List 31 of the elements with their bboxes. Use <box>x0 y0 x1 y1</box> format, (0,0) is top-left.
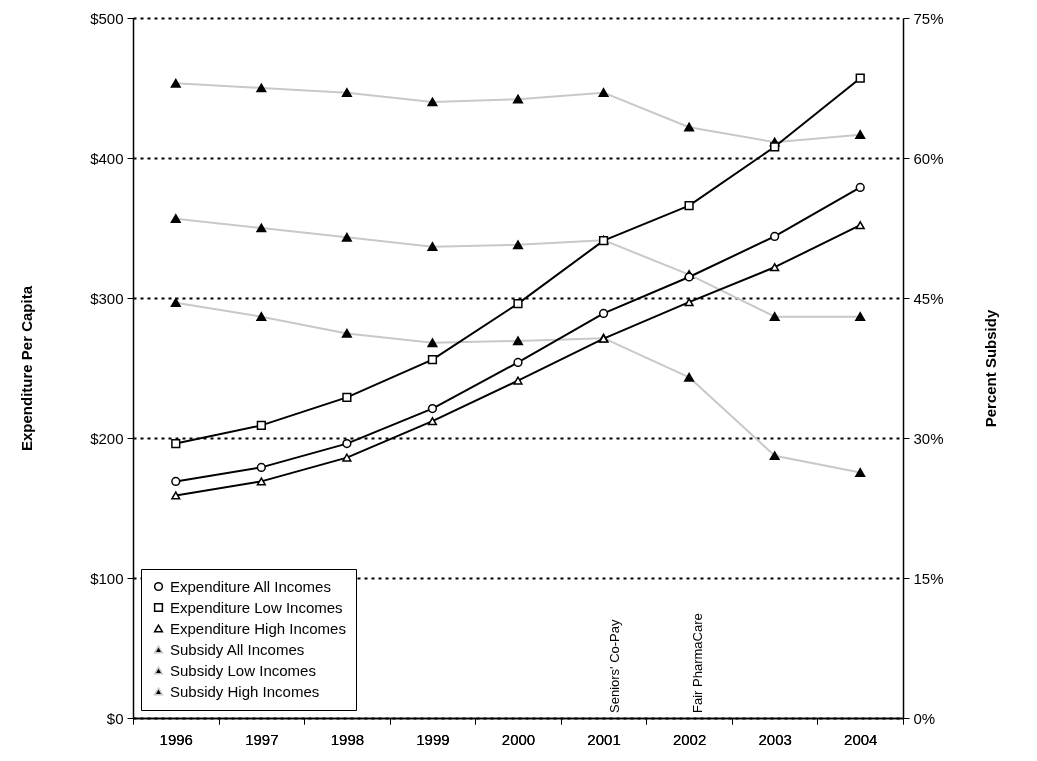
legend-label: Subsidy Low Incomes <box>170 661 316 679</box>
legend-label: Expenditure Low Incomes <box>170 598 343 616</box>
x-tick-label: 1997 <box>245 730 279 748</box>
y2-tick-label: 0% <box>913 709 936 727</box>
legend-label: Subsidy All Incomes <box>170 640 305 658</box>
y2-axis-title: Percent Subsidy <box>981 309 999 428</box>
x-tick-label: 1996 <box>159 730 193 748</box>
x-tick-label: 1999 <box>416 730 450 748</box>
legend-label: Expenditure All Incomes <box>170 577 331 595</box>
annotation: Seniors' Co-Pay <box>606 618 622 713</box>
y-tick-label: $400 <box>90 149 124 167</box>
x-tick-label: 2002 <box>672 730 707 748</box>
legend-label: Expenditure High Incomes <box>170 619 346 637</box>
y2-tick-label: 75% <box>913 9 944 27</box>
y-tick-label: $300 <box>90 289 124 307</box>
x-tick-label: 2004 <box>844 730 878 748</box>
x-tick-label: 2000 <box>501 730 536 748</box>
y2-tick-label: 45% <box>913 289 944 307</box>
y2-tick-label: 15% <box>913 569 944 587</box>
annotation: Fair PharmaCare <box>689 613 705 713</box>
y2-tick-label: 60% <box>913 149 944 167</box>
x-tick-label: 2003 <box>758 730 792 748</box>
y-tick-label: $100 <box>90 569 124 587</box>
y2-tick-label: 30% <box>913 429 944 447</box>
y-tick-label: $0 <box>106 709 124 727</box>
y-axis-title: Expenditure Per Capita <box>18 285 36 452</box>
y-tick-label: $500 <box>90 9 124 27</box>
x-tick-label: 2001 <box>587 730 621 748</box>
y-tick-label: $200 <box>90 429 124 447</box>
legend-label: Subsidy High Incomes <box>170 682 320 700</box>
x-tick-label: 1998 <box>330 730 365 748</box>
